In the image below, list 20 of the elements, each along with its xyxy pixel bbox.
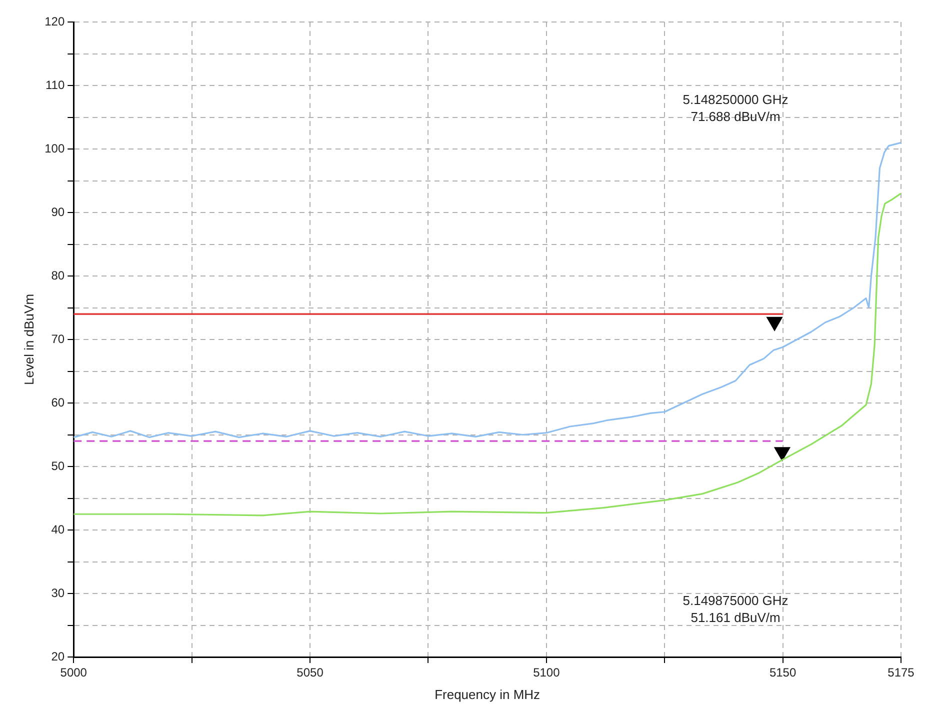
y-tick-label: 30 (51, 586, 65, 600)
y-axis-title: Level in dBuVm (21, 294, 36, 386)
y-tick-label: 80 (51, 268, 65, 282)
y-tick-label: 20 (51, 649, 65, 664)
y-tick-label: 70 (51, 332, 65, 346)
annotation: 5.148250000 GHz 71.688 dBuV/m (682, 92, 788, 124)
y-tick-label: 120 (44, 14, 65, 28)
x-axis-title: Frequency in MHz (434, 686, 540, 702)
x-tick-label: 5150 (769, 666, 796, 680)
y-tick-label: 50 (51, 458, 65, 473)
x-tick-label: 5175 (888, 666, 915, 680)
annotation: 5.149875000 GHz 51.161 dBuV/m (682, 593, 788, 626)
y-tick-label: 60 (51, 395, 65, 410)
x-tick-label: 5100 (533, 666, 560, 680)
y-tick-label: 90 (51, 204, 65, 219)
x-tick-label: 5000 (60, 666, 88, 680)
y-tick-label: 110 (45, 78, 65, 92)
x-tick-label: 5050 (296, 666, 324, 680)
y-tick-label: 100 (44, 141, 65, 156)
y-tick-label: 40 (51, 522, 65, 536)
